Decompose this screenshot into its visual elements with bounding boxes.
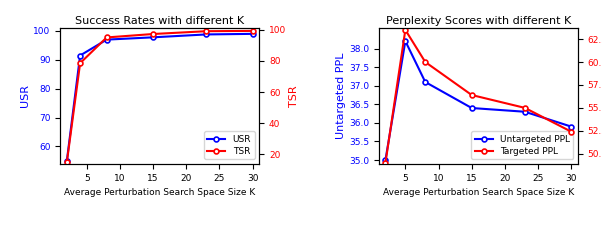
TSR (149, 33, 157, 35)
TSR (63, 161, 70, 164)
Untargeted PPL (468, 107, 476, 110)
TSR (103, 36, 110, 39)
Untargeted PPL (521, 110, 529, 113)
Y-axis label: Untargeted PPL: Untargeted PPL (336, 53, 346, 139)
TSR (203, 30, 210, 33)
Line: Targeted PPL: Targeted PPL (383, 27, 574, 165)
USR (203, 33, 210, 36)
Legend: Untargeted PPL, Targeted PPL: Untargeted PPL, Targeted PPL (471, 131, 574, 159)
USR (103, 38, 110, 41)
Targeted PPL (382, 161, 389, 164)
Untargeted PPL (421, 80, 429, 83)
Line: USR: USR (64, 31, 255, 163)
Line: TSR: TSR (64, 29, 255, 165)
USR (63, 160, 70, 162)
Title: Perplexity Scores with different K: Perplexity Scores with different K (386, 16, 571, 26)
Targeted PPL (421, 61, 429, 63)
TSR (76, 62, 84, 65)
Y-axis label: USR: USR (20, 84, 31, 107)
Y-axis label: TSR: TSR (289, 85, 299, 107)
Untargeted PPL (382, 159, 389, 161)
Untargeted PPL (568, 125, 575, 128)
USR (249, 33, 256, 35)
USR (149, 36, 157, 39)
Untargeted PPL (402, 40, 409, 43)
Targeted PPL (521, 106, 529, 109)
Targeted PPL (402, 29, 409, 31)
Legend: USR, TSR: USR, TSR (204, 131, 255, 159)
Targeted PPL (568, 130, 575, 133)
X-axis label: Average Perturbation Search Space Size K: Average Perturbation Search Space Size K (64, 188, 255, 197)
USR (76, 54, 84, 57)
Line: Untargeted PPL: Untargeted PPL (383, 39, 574, 162)
TSR (249, 29, 256, 32)
Targeted PPL (468, 94, 476, 96)
X-axis label: Average Perturbation Search Space Size K: Average Perturbation Search Space Size K (383, 188, 574, 197)
Title: Success Rates with different K: Success Rates with different K (75, 16, 244, 26)
